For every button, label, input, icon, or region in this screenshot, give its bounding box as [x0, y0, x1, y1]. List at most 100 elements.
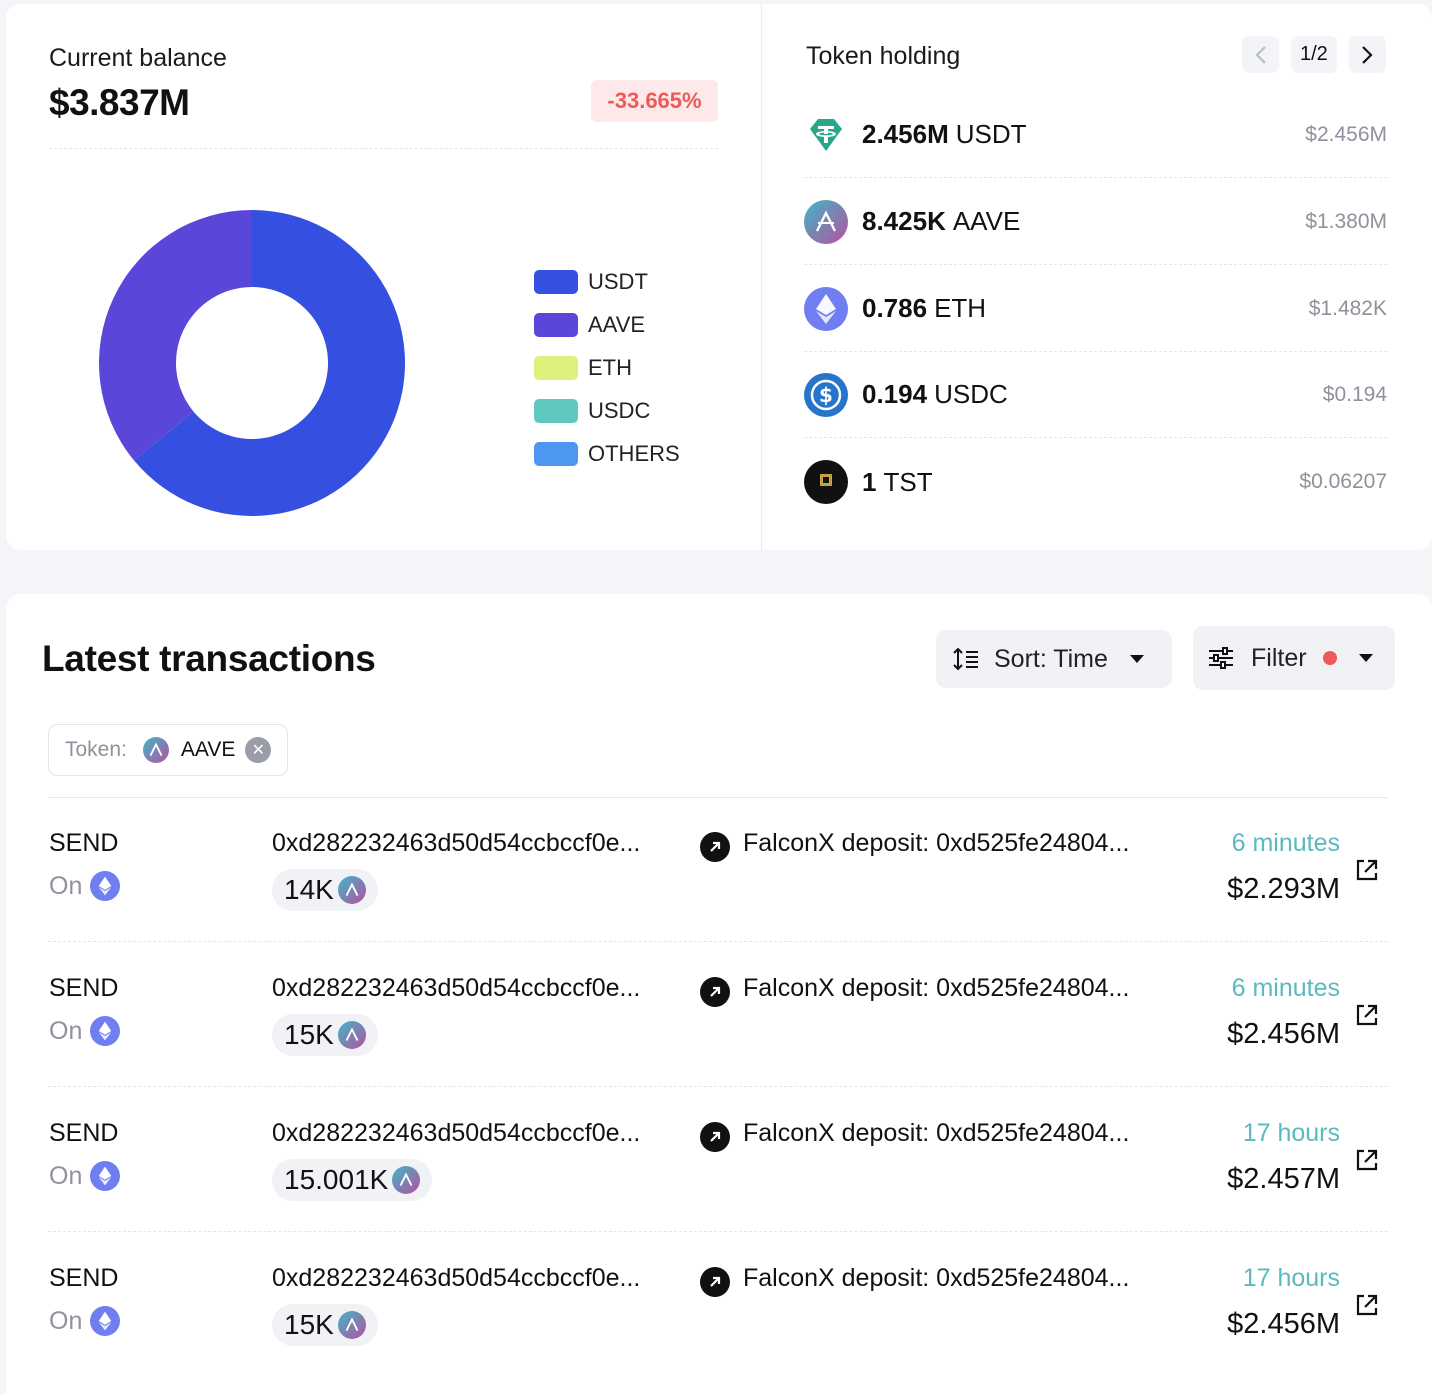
donut-slice-aave[interactable] [99, 210, 252, 461]
chart-legend: USDT AAVE ETH USDC OTHERS [534, 260, 680, 475]
eth-icon [90, 1016, 121, 1046]
holding-usd-value: $0.06207 [1299, 470, 1387, 493]
chevron-down-icon [1129, 655, 1144, 663]
tx-amount: 14K [284, 874, 334, 905]
tx-amount: 15.001K [284, 1164, 389, 1195]
aave-icon [804, 199, 848, 244]
divider [48, 797, 1388, 798]
holding-symbol: ETH [934, 293, 987, 323]
legend-item-eth[interactable]: ETH [534, 346, 680, 389]
tx-chain: On [49, 1161, 121, 1191]
tx-chain-label: On [49, 871, 83, 900]
holding-row-eth[interactable]: 0.786 ETH $1.482K [804, 266, 1387, 352]
legend-label: AAVE [588, 311, 646, 337]
chip-label: Token: [65, 738, 127, 761]
svg-text:$: $ [819, 383, 833, 407]
tx-chain: On [49, 1306, 121, 1336]
chip-token: AAVE [180, 738, 236, 761]
holding-symbol: USDC [934, 379, 1008, 409]
change-badge: -33.665% [591, 80, 718, 122]
panel-divider [761, 4, 762, 550]
holding-amount: 1 [862, 466, 877, 497]
tx-to-address[interactable]: FalconX deposit: 0xd525fe24804... [743, 829, 1130, 857]
external-link-icon[interactable] [1354, 1147, 1380, 1173]
transaction-row[interactable]: SEND On 0xd282232463d50d54ccbccf0e... Fa… [48, 942, 1388, 1087]
tx-from-address[interactable]: 0xd282232463d50d54ccbccf0e... [272, 1119, 641, 1147]
tx-from-address[interactable]: 0xd282232463d50d54ccbccf0e... [272, 974, 641, 1002]
external-link-icon[interactable] [1354, 1292, 1380, 1318]
tx-amount-pill: 15.001K [272, 1159, 433, 1201]
tx-type: SEND [49, 1119, 119, 1147]
donut-slice-usdt[interactable] [134, 210, 406, 516]
external-link-icon[interactable] [1354, 857, 1380, 883]
legend-swatch [534, 269, 578, 294]
arrow-up-right-icon [700, 1122, 730, 1152]
tx-time: 17 hours [1242, 1119, 1340, 1147]
transactions-card: Latest transactions Sort: Time Filter To… [6, 594, 1432, 1394]
holding-row-usdt[interactable]: 2.456M USDT $2.456M [804, 92, 1387, 178]
tx-chain-label: On [49, 1306, 83, 1335]
transaction-row[interactable]: SEND On 0xd282232463d50d54ccbccf0e... Fa… [48, 1087, 1388, 1232]
tx-type: SEND [49, 829, 119, 857]
holding-row-aave[interactable]: 8.425K AAVE $1.380M [804, 179, 1387, 265]
legend-item-usdc[interactable]: USDC [534, 389, 680, 432]
page-indicator: 1/2 [1291, 36, 1337, 73]
holding-amount: 0.194 [862, 379, 928, 409]
legend-label: USDT [588, 268, 648, 294]
legend-item-usdt[interactable]: USDT [534, 260, 680, 303]
holding-usd-value: $2.456M [1305, 122, 1387, 146]
legend-item-others[interactable]: OTHERS [534, 432, 680, 475]
tx-type: SEND [49, 1264, 119, 1292]
active-filter-dot [1322, 651, 1337, 665]
holding-row-usdc[interactable]: $ 0.194 USDC $0.194 [804, 352, 1387, 438]
prev-page-button[interactable] [1242, 36, 1279, 73]
allocation-donut-chart [99, 210, 406, 516]
tst-icon [804, 460, 848, 504]
legend-label: USDC [588, 397, 651, 423]
tx-to-address[interactable]: FalconX deposit: 0xd525fe24804... [743, 974, 1130, 1002]
close-icon[interactable]: ✕ [245, 737, 272, 763]
aave-icon [142, 737, 169, 763]
token-filter-chip[interactable]: Token: AAVE ✕ [48, 724, 289, 776]
holding-amount: 0.786 [862, 293, 928, 323]
usdc-icon: $ [804, 372, 848, 417]
filter-dropdown[interactable]: Filter [1193, 626, 1395, 690]
legend-label: OTHERS [588, 440, 680, 466]
filter-icon [1209, 647, 1233, 669]
tx-chain-label: On [49, 1161, 83, 1190]
tx-from-address[interactable]: 0xd282232463d50d54ccbccf0e... [272, 829, 641, 857]
tx-from-address[interactable]: 0xd282232463d50d54ccbccf0e... [272, 1264, 641, 1292]
holding-symbol: TST [883, 466, 933, 497]
holding-symbol: USDT [955, 119, 1027, 149]
tx-usd-value: $2.457M [1227, 1163, 1340, 1195]
tx-to-address[interactable]: FalconX deposit: 0xd525fe24804... [743, 1119, 1130, 1147]
tx-amount-pill: 15K [272, 1304, 378, 1346]
tx-usd-value: $2.456M [1227, 1308, 1340, 1340]
transactions-title: Latest transactions [42, 638, 376, 679]
tx-type: SEND [49, 974, 119, 1002]
aave-icon [337, 1021, 366, 1049]
token-holding-title: Token holding [806, 42, 961, 70]
balance-label: Current balance [49, 44, 227, 72]
legend-item-aave[interactable]: AAVE [534, 303, 680, 346]
holding-symbol: AAVE [952, 206, 1021, 236]
external-link-icon[interactable] [1354, 1002, 1380, 1028]
tx-amount-pill: 15K [272, 1014, 378, 1056]
transaction-row[interactable]: SEND On 0xd282232463d50d54ccbccf0e... Fa… [48, 797, 1388, 942]
tx-to-address[interactable]: FalconX deposit: 0xd525fe24804... [743, 1264, 1130, 1292]
tx-chain: On [49, 1016, 121, 1046]
next-page-button[interactable] [1348, 36, 1386, 73]
filter-label: Filter [1251, 643, 1307, 672]
usdt-icon [804, 113, 848, 157]
eth-icon [90, 1306, 121, 1336]
portfolio-card: Current balance $3.837M -33.665% USDT AAV… [6, 4, 1432, 550]
holding-amount: 8.425K [862, 206, 946, 236]
sort-icon [953, 647, 978, 671]
tx-amount: 15K [284, 1019, 334, 1050]
sort-dropdown[interactable]: Sort: Time [936, 630, 1172, 688]
holding-row-tst[interactable]: 1 TST $0.06207 [804, 439, 1387, 525]
tx-amount-pill: 14K [272, 869, 378, 911]
legend-swatch [534, 312, 578, 337]
tx-amount: 15K [284, 1309, 334, 1340]
transaction-row[interactable]: SEND On 0xd282232463d50d54ccbccf0e... Fa… [48, 1232, 1388, 1377]
